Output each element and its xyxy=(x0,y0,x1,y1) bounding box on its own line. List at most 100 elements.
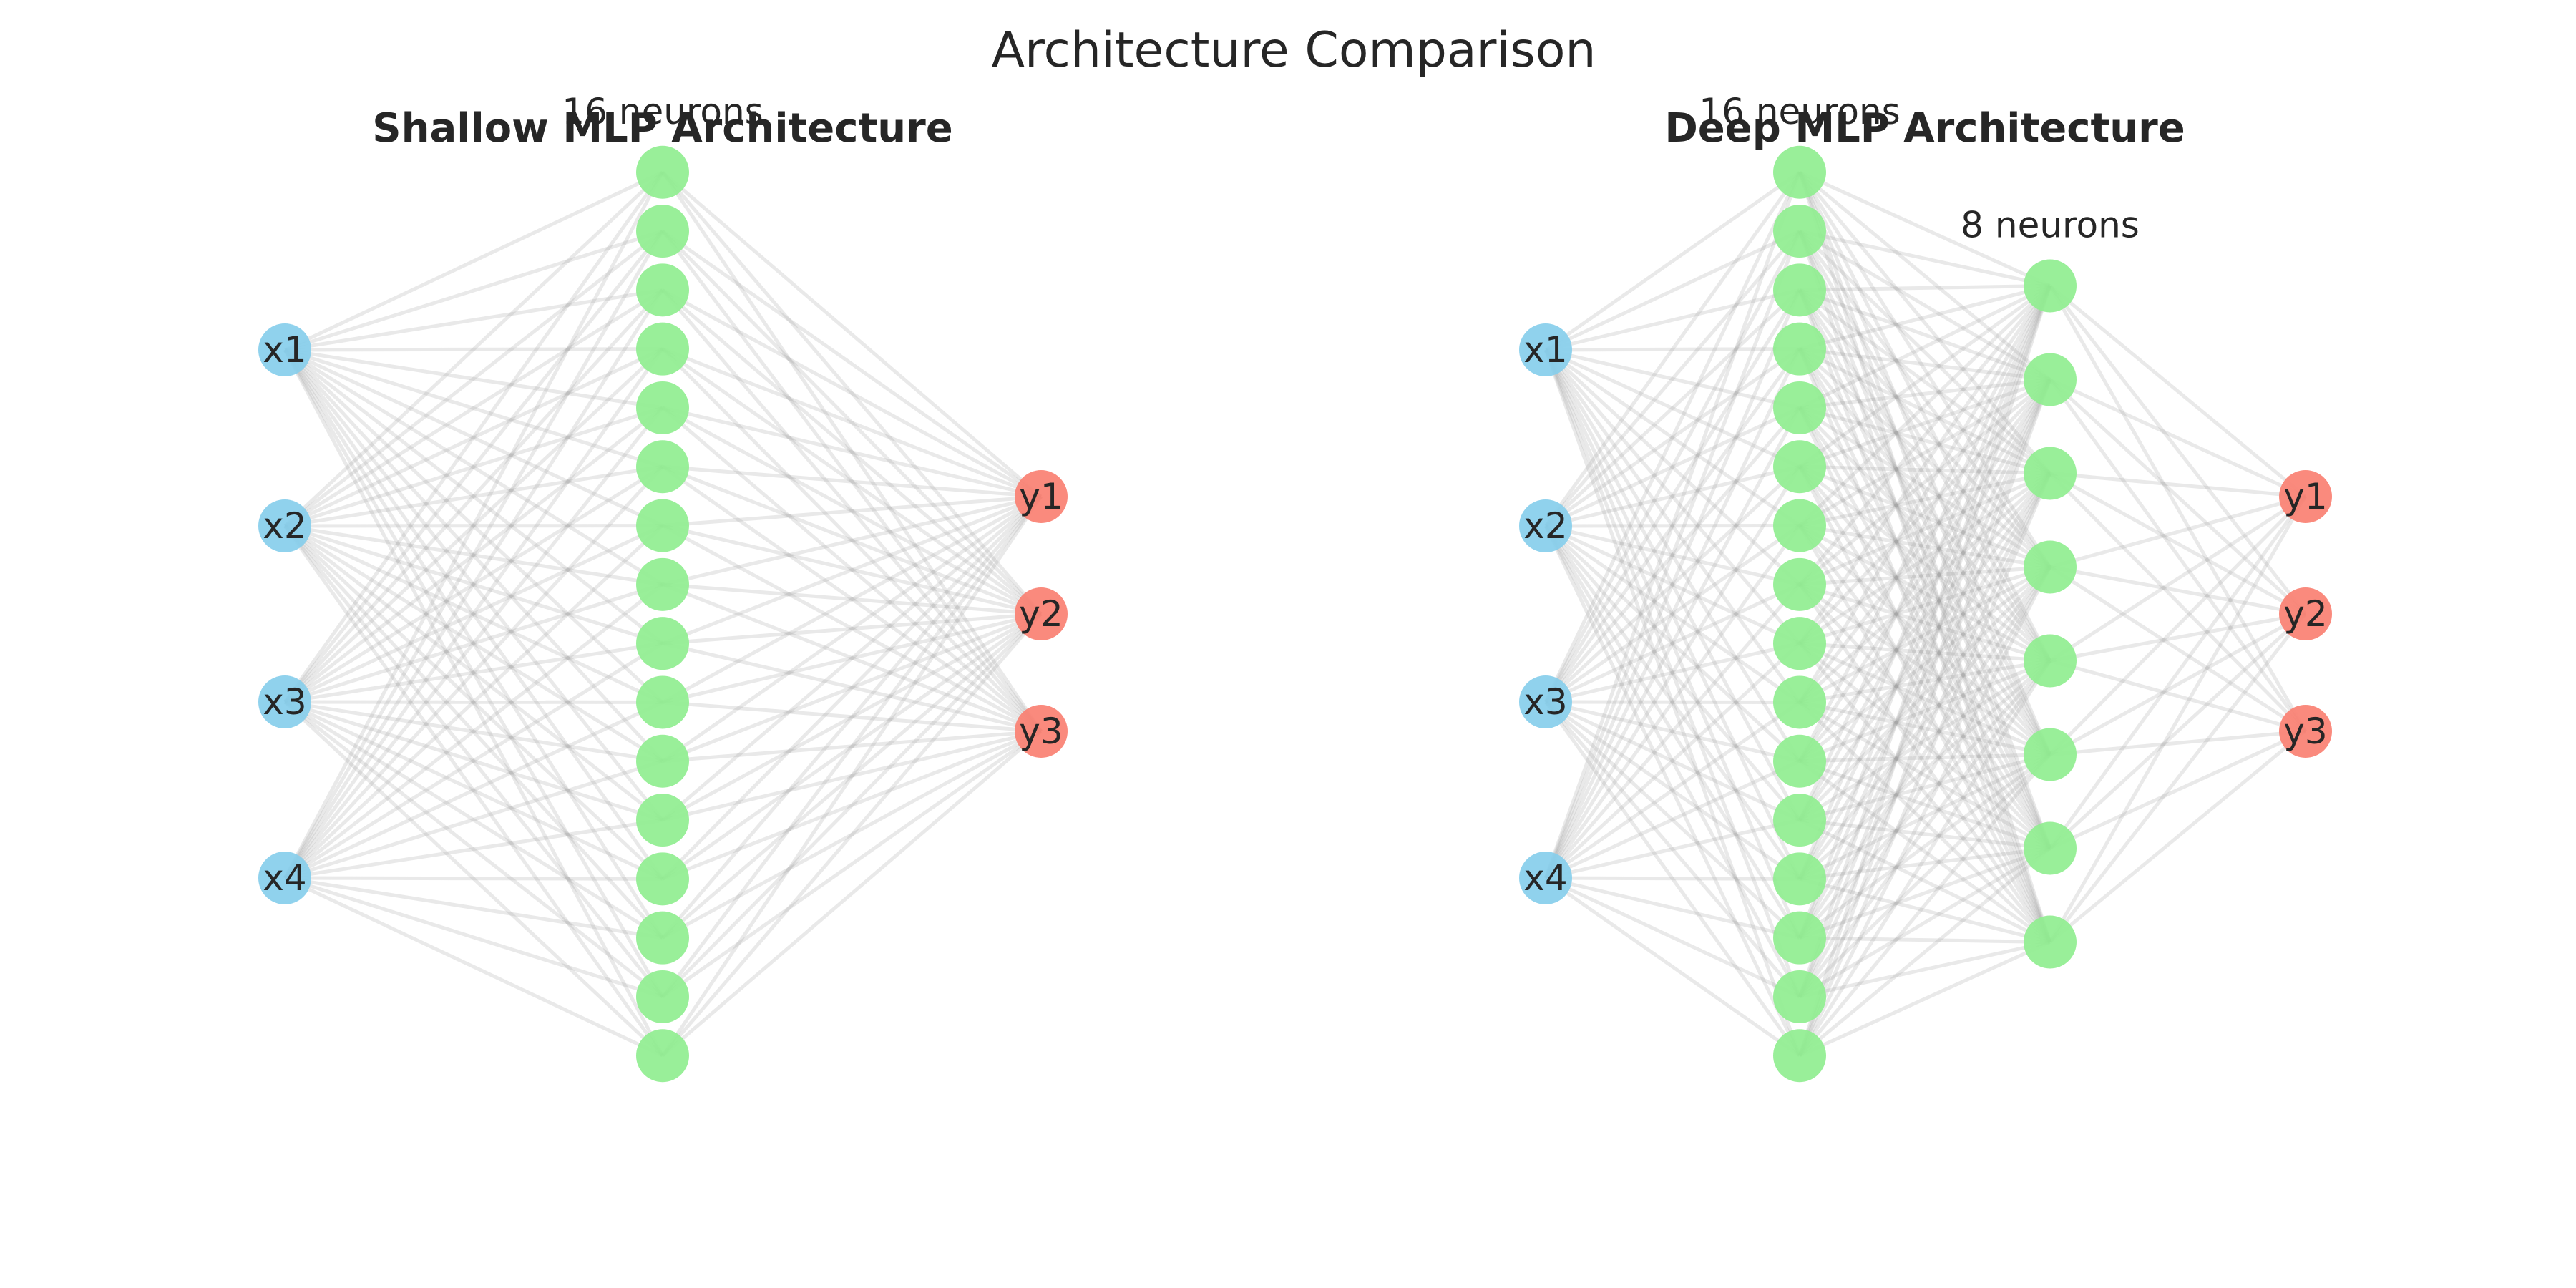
connection-line xyxy=(1544,582,1801,704)
hidden-neuron xyxy=(636,794,689,847)
connection-line xyxy=(284,288,663,352)
connection-line xyxy=(1543,465,1802,879)
connection-line xyxy=(1798,170,2051,381)
connection-line xyxy=(1798,701,2051,850)
hidden-neuron xyxy=(636,1029,689,1083)
connection-line xyxy=(1797,660,2052,1057)
connection-line xyxy=(1798,641,2051,756)
connection-line xyxy=(661,288,1043,615)
connection-line xyxy=(1799,582,2051,663)
connection-line xyxy=(1798,406,2051,569)
connection-line xyxy=(1798,940,2051,1058)
layer-size-label: 16 neurons xyxy=(562,91,763,132)
connection-line xyxy=(1798,565,2051,821)
connection-line xyxy=(1797,289,2052,943)
connection-line xyxy=(283,348,664,704)
connection-line xyxy=(283,525,664,881)
connection-line xyxy=(1798,472,2051,645)
shallow-panel-title: Shallow MLP Architecture xyxy=(372,105,952,152)
connection-line xyxy=(1545,524,1800,587)
input-neuron-label: x3 xyxy=(263,681,306,723)
connection-line xyxy=(1797,230,2052,662)
connection-line xyxy=(283,171,665,879)
connection-line xyxy=(1799,818,2051,850)
connection-line xyxy=(1543,289,1802,879)
hidden-neuron xyxy=(636,557,689,611)
hidden-neuron xyxy=(636,145,689,199)
connection-line xyxy=(1797,289,2052,756)
connection-line xyxy=(1798,465,2051,663)
connection-line xyxy=(1798,753,2051,940)
connection-line xyxy=(1544,229,1801,352)
connection-line xyxy=(1797,472,2052,998)
connection-line xyxy=(283,524,664,704)
connection-line xyxy=(1797,406,2052,943)
connection-line xyxy=(1797,285,2052,880)
connection-line xyxy=(1543,230,1802,879)
connection-line xyxy=(1543,348,1802,821)
connection-line xyxy=(1799,759,2051,850)
connection-line xyxy=(283,348,664,763)
hidden-neuron xyxy=(1773,970,1826,1023)
connection-line xyxy=(283,288,664,528)
connection-line xyxy=(661,288,1043,733)
connection-line xyxy=(661,729,1043,998)
connection-line xyxy=(1544,406,1801,703)
connection-line xyxy=(284,406,663,528)
connection-line xyxy=(1798,525,2051,850)
connection-line xyxy=(1797,472,2052,1057)
input-neuron xyxy=(258,323,311,376)
connection-line xyxy=(284,524,663,645)
connection-line xyxy=(1797,379,2052,763)
connection-line xyxy=(1798,284,2051,410)
connection-line xyxy=(1544,876,1801,1058)
connection-line xyxy=(1799,284,2051,292)
hidden-neuron xyxy=(1773,322,1826,376)
output-neuron xyxy=(2279,705,2332,758)
connection-line xyxy=(283,348,665,1057)
connection-line xyxy=(1544,583,1801,879)
connection-line xyxy=(661,230,1043,733)
connection-line xyxy=(2049,730,2307,944)
hidden-neuron xyxy=(636,205,689,258)
connection-line xyxy=(1544,525,1801,821)
hidden-neuron xyxy=(1773,205,1826,258)
connection-line xyxy=(1544,348,1801,527)
hidden-neuron xyxy=(636,381,689,434)
connection-line xyxy=(2049,284,2307,498)
input-neuron-label: x2 xyxy=(263,505,306,547)
connection-line xyxy=(1543,701,1802,1057)
connection-line xyxy=(1799,288,2051,381)
connection-line xyxy=(283,230,665,879)
connection-line xyxy=(661,347,1043,733)
connection-line xyxy=(283,700,664,940)
connection-line xyxy=(283,171,665,703)
connection-line xyxy=(1545,347,1800,352)
connection-line xyxy=(1544,348,1801,645)
connection-line xyxy=(1544,230,1801,527)
connection-line xyxy=(661,494,1043,704)
output-layer: y1 y2 y3 xyxy=(2279,470,2332,758)
layer-size-label: 16 neurons xyxy=(1699,91,1900,132)
connection-line xyxy=(1798,524,2051,663)
hidden-neuron xyxy=(636,911,689,965)
connection-line xyxy=(1797,171,2052,662)
hidden-neuron xyxy=(1773,675,1826,729)
connection-line xyxy=(1797,583,2052,943)
connection-line xyxy=(661,495,1043,998)
connection-line xyxy=(1798,230,2051,475)
connection-line xyxy=(1797,525,2052,943)
connection-line xyxy=(2049,613,2307,944)
connection-line xyxy=(1544,288,1801,527)
output-neuron-label: y1 xyxy=(2283,476,2327,517)
connection-line xyxy=(1797,466,2052,943)
connection-line xyxy=(283,642,664,880)
input-neuron-label: x3 xyxy=(1523,681,1567,723)
connection-line xyxy=(283,465,664,704)
connection-line xyxy=(283,348,664,586)
connection-line xyxy=(1798,284,2051,469)
hidden-neuron xyxy=(2024,540,2077,594)
connection-line xyxy=(1799,659,2051,763)
connection-line xyxy=(1543,406,1802,879)
hidden-neuron xyxy=(1773,911,1826,965)
